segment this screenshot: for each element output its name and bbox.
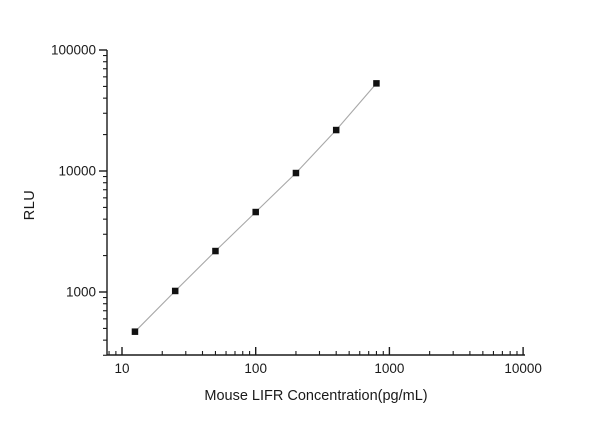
data-point-marker [171, 287, 179, 295]
y-tick-label: 100000 [51, 43, 96, 58]
data-point-marker [252, 208, 259, 216]
x-axis-title: Mouse LIFR Concentration(pg/mL) [204, 388, 428, 404]
series-line [134, 83, 377, 333]
x-tick-label: 10000 [504, 361, 542, 376]
y-tick-label: 1000 [66, 285, 96, 300]
x-tick-label: 1000 [374, 361, 404, 376]
y-tick-label: 10000 [58, 164, 96, 179]
data-point-marker [131, 328, 139, 335]
x-tick-label: 100 [244, 361, 267, 376]
data-point-marker [332, 126, 340, 134]
data-point-marker [373, 80, 380, 87]
data-point-marker [292, 169, 300, 177]
y-axis-title: RLU [22, 189, 38, 221]
data-point-marker [212, 247, 219, 255]
x-tick-label: 10 [114, 361, 129, 376]
